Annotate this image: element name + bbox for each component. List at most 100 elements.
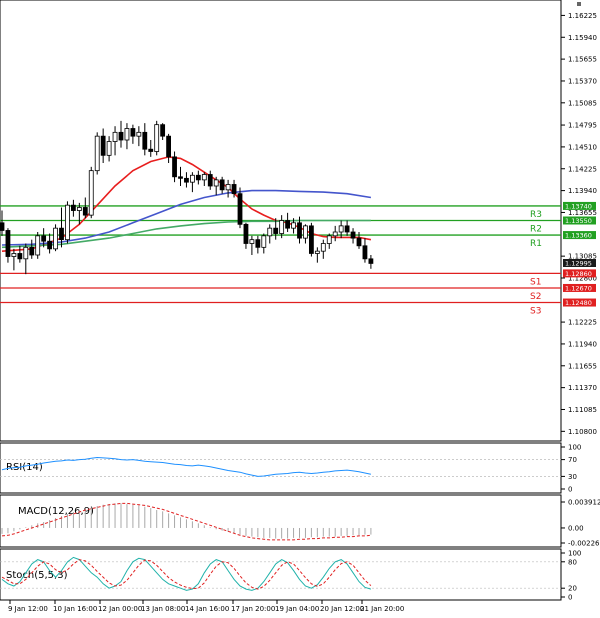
candle-bullish — [326, 235, 332, 244]
candle-bearish — [118, 131, 124, 141]
candle-bearish — [297, 222, 302, 239]
level-badge-r3 — [563, 201, 596, 210]
candle-bullish — [189, 174, 195, 183]
price-tick-label: 1.16225 — [568, 12, 597, 20]
candle-bullish — [261, 235, 267, 248]
time-tick-label: 9 Jan 12:00 — [8, 605, 48, 613]
price-panel: R3 R2 R1 S1 S2 S3 1.16225 1.15940 1.15655 1.1537… — [0, 0, 597, 442]
stoch-tick-label: 0 — [568, 594, 572, 602]
price-tick-label: 1.11655 — [568, 362, 597, 370]
candle-bearish — [195, 174, 201, 181]
time-tick-label: 19 Jan 04:00 — [275, 605, 319, 613]
current-price-label: 1.12995 — [565, 260, 592, 268]
candle-bullish — [213, 179, 219, 187]
price-tick-label: 1.11370 — [568, 384, 597, 392]
candle-bearish — [344, 225, 350, 233]
candle-bearish — [231, 184, 237, 195]
candle-bearish — [350, 231, 356, 239]
scroll-marker-icon — [577, 2, 581, 6]
price-tick-label: 1.11940 — [568, 340, 597, 348]
candle-bullish — [94, 135, 100, 172]
rsi-tick-label: 100 — [568, 444, 581, 452]
candle-bearish — [100, 135, 106, 156]
candle-bearish — [356, 237, 362, 247]
level-badge-r2 — [563, 216, 596, 225]
candle-bearish — [82, 207, 88, 216]
price-tick-label: 1.13940 — [568, 187, 597, 195]
candle-bullish — [279, 220, 285, 234]
candle-bullish — [338, 225, 344, 233]
time-tick-label: 13 Jan 08:00 — [141, 605, 185, 613]
candle-bearish — [160, 124, 166, 137]
candle-bullish — [201, 174, 207, 181]
candle-bullish — [314, 250, 320, 254]
level-badge-s1 — [563, 269, 596, 278]
level-name-s2: S2 — [530, 292, 541, 302]
rsi-tick-label: 30 — [568, 473, 577, 481]
level-value-s1: 1.12860 — [565, 270, 592, 278]
candle-bearish — [219, 179, 225, 191]
candle-bullish — [154, 124, 160, 152]
level-badge-r1 — [563, 231, 596, 240]
level-name-r1: R1 — [530, 239, 542, 249]
level-value-r2: 1.13550 — [565, 217, 592, 225]
time-tick-label: 10 Jan 16:00 — [53, 605, 97, 613]
level-value-r1: 1.13360 — [565, 232, 592, 240]
price-tick-label: 1.11085 — [568, 406, 597, 414]
time-tick-label: 21 Jan 20:00 — [360, 605, 404, 613]
candle-bullish — [249, 239, 255, 244]
macd-signal-line — [1, 502, 371, 541]
candle-bullish — [136, 131, 142, 137]
candle-bullish — [106, 141, 112, 156]
candle-bearish — [59, 227, 64, 241]
candle-bullish — [332, 231, 338, 237]
candle-bearish — [130, 128, 136, 137]
stoch-main-line — [1, 556, 372, 591]
stoch-tick-label: 20 — [568, 585, 577, 593]
current-price-badge — [563, 259, 596, 267]
candle-bearish — [362, 245, 368, 260]
stoch-tick-label: 100 — [568, 550, 581, 558]
candle-bearish — [17, 253, 23, 260]
level-name-s1: S1 — [530, 277, 541, 287]
candle-bearish — [368, 258, 374, 264]
candle-bearish — [142, 131, 148, 150]
candle-bearish — [47, 240, 52, 250]
rsi-label: RSI(14) — [6, 462, 43, 473]
candle-bullish — [35, 235, 41, 256]
price-tick-label: 1.12800 — [568, 275, 597, 283]
price-tick-label: 1.15940 — [568, 34, 597, 42]
price-tick-label: 1.15370 — [568, 77, 597, 85]
candle-bearish — [71, 204, 76, 211]
price-tick-label: 1.10800 — [568, 428, 597, 436]
candle-bearish — [184, 177, 189, 183]
macd-tick-label: -0.002267 — [568, 540, 600, 548]
candle-bullish — [53, 227, 58, 250]
macd-label: MACD(12,26,9) — [18, 506, 94, 517]
level-value-r3: 1.13740 — [565, 202, 592, 210]
candle-bullish — [23, 246, 29, 260]
macd-tick-label: 0.003912 — [568, 499, 600, 507]
candle-bearish — [207, 174, 213, 187]
stoch-tick-label: 80 — [568, 558, 577, 566]
candle-bullish — [88, 170, 94, 216]
time-tick-label: 12 Jan 00:00 — [98, 605, 142, 613]
candle-bearish — [41, 235, 47, 242]
rsi-line — [1, 456, 372, 477]
candle-bearish — [285, 220, 291, 229]
candle-bearish — [308, 225, 314, 254]
candle-bullish — [112, 131, 118, 142]
time-tick-label: 20 Jan 12:00 — [320, 605, 364, 613]
time-tick-label: 17 Jan 20:00 — [231, 605, 275, 613]
price-tick-label: 1.14510 — [568, 143, 597, 151]
level-value-s3: 1.12480 — [565, 299, 592, 307]
candle-bullish — [267, 227, 273, 237]
level-name-s3: S3 — [530, 307, 541, 317]
candle-bullish — [65, 204, 70, 241]
candle-bullish — [11, 253, 17, 257]
level-name-r3: R3 — [530, 210, 542, 220]
candle-bullish — [225, 184, 231, 191]
candle-bearish — [148, 148, 154, 152]
candle-bearish — [166, 135, 172, 158]
